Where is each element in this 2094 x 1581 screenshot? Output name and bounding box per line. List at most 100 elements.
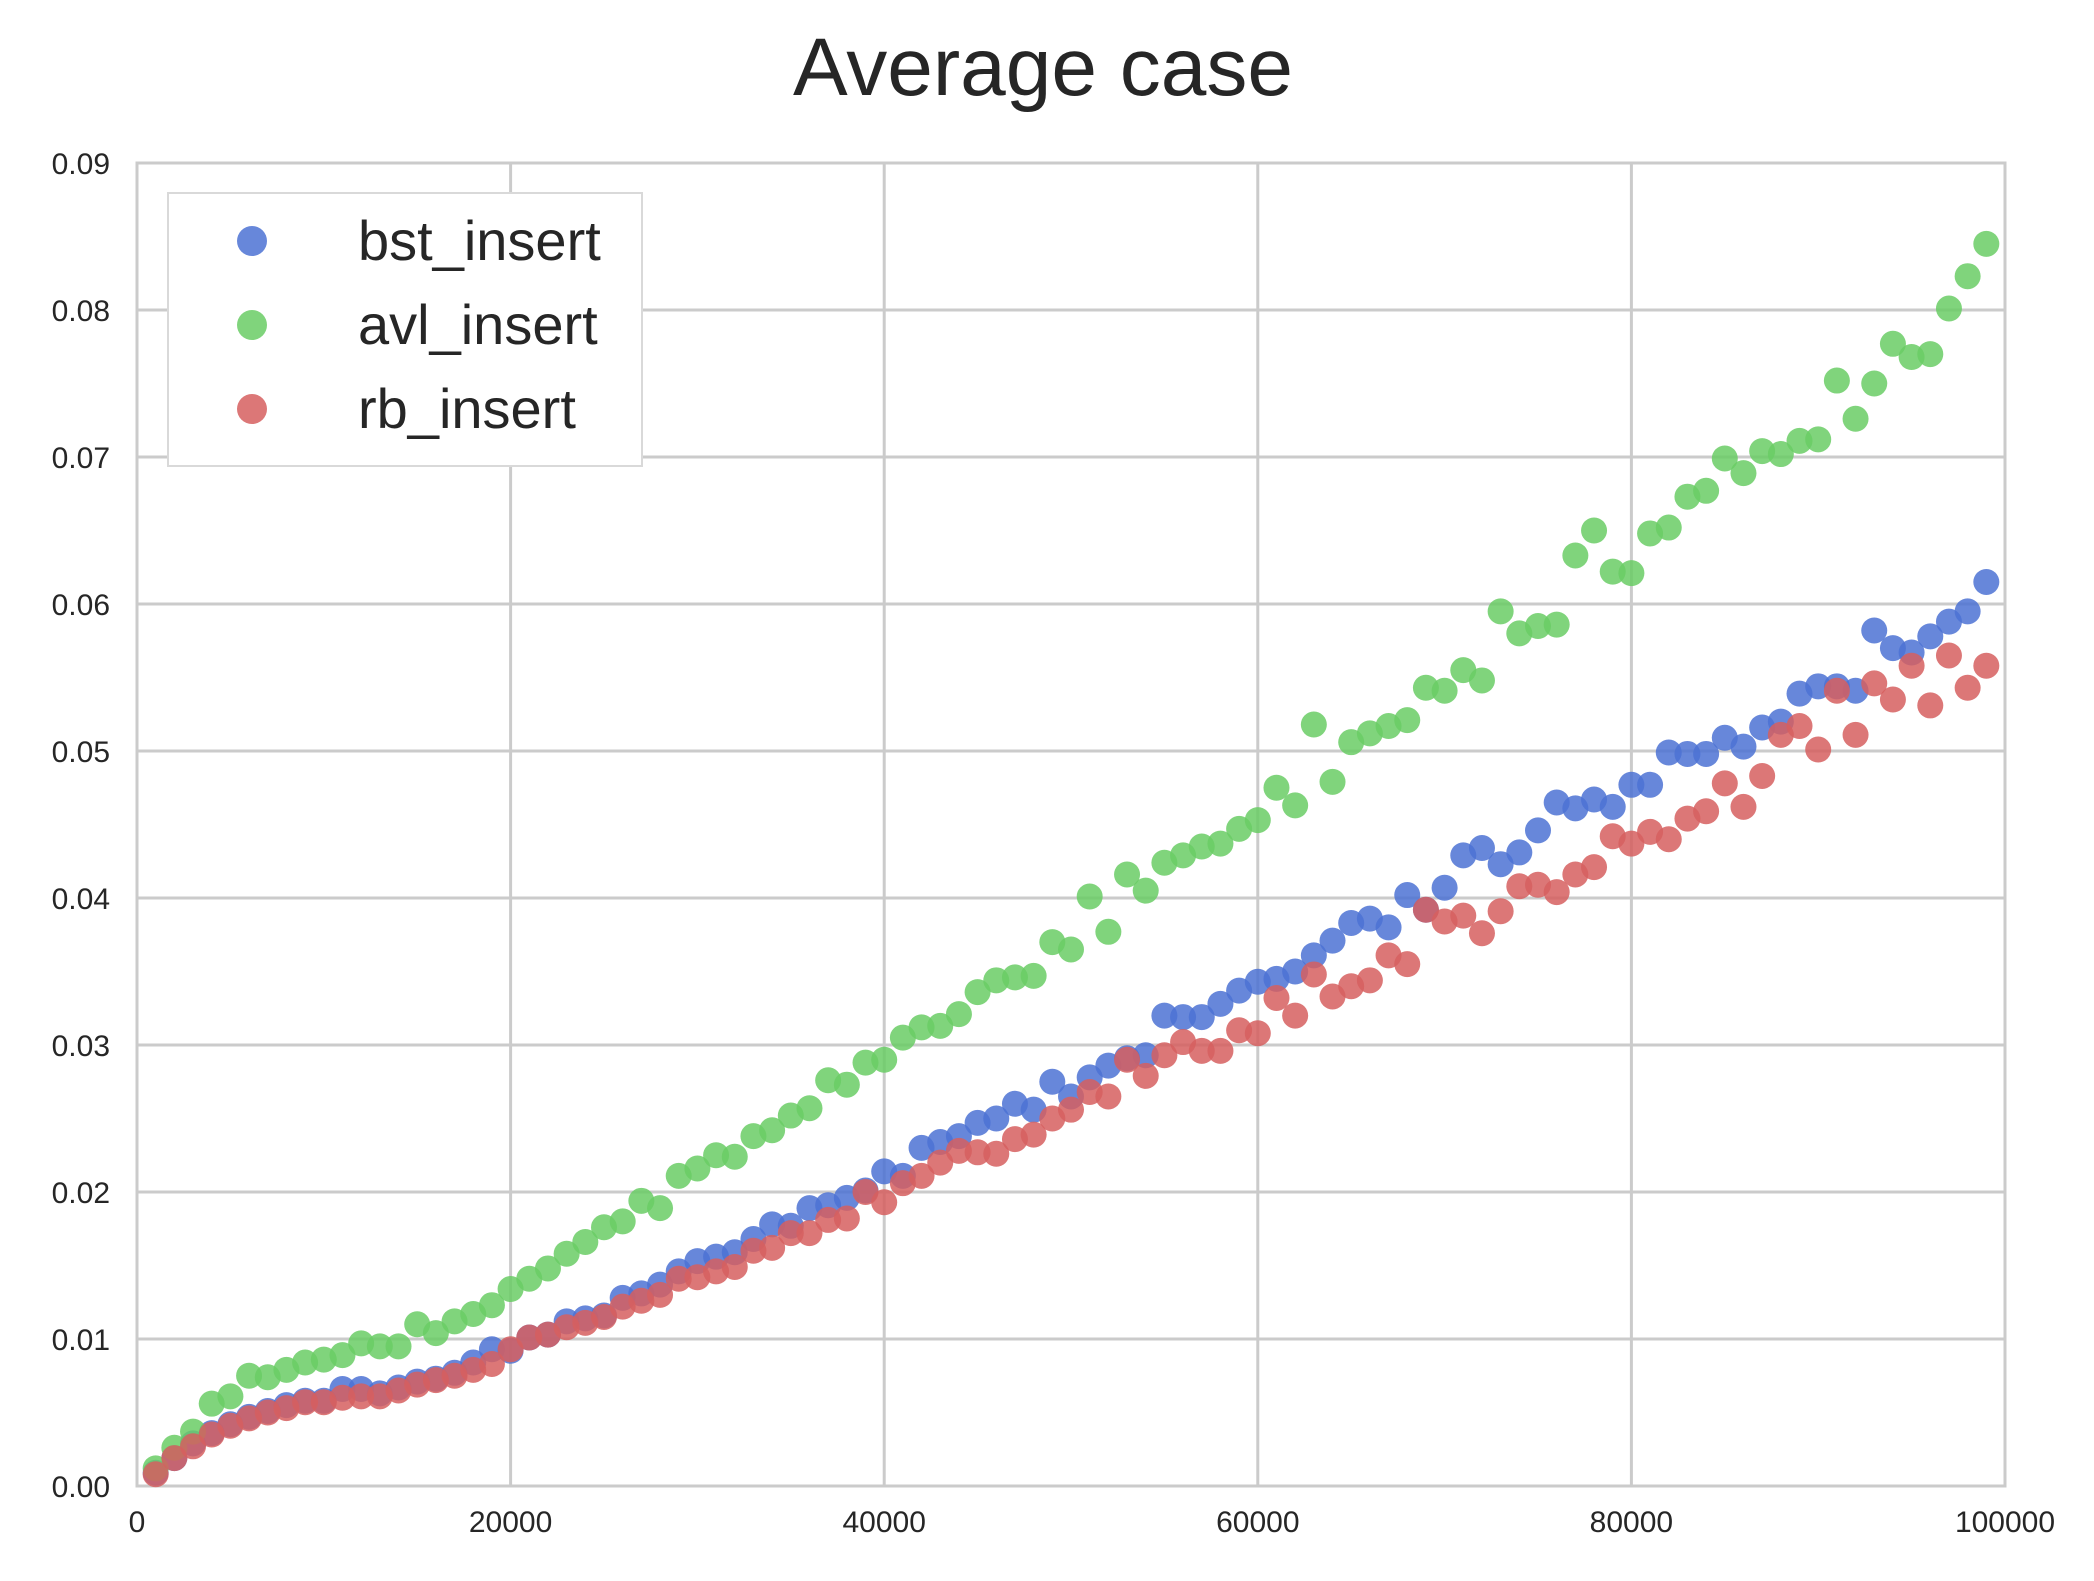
data-point [759,1117,786,1144]
data-point [759,1234,786,1261]
y-tick-label: 0.00 [52,1471,110,1504]
data-point [1581,854,1608,881]
data-point [1263,984,1290,1011]
data-point [1188,1037,1215,1064]
data-point [1020,962,1047,989]
x-tick-label: 60000 [1216,1506,1299,1539]
data-point [1786,427,1813,454]
data-point [1170,1004,1197,1031]
data-point [815,1206,842,1233]
data-point [945,1137,972,1164]
data-point [1879,330,1906,357]
data-point [1917,341,1944,368]
data-point [1151,1042,1178,1069]
data-point [1805,736,1832,763]
chart-title: Average case [793,22,1293,113]
data-point [1039,1068,1066,1095]
data-point [1300,942,1327,969]
data-point [1319,768,1346,795]
data-point [1450,902,1477,929]
data-point [1823,367,1850,394]
legend-marker [237,226,267,256]
x-axis: 0 20000 40000 60000 80000 100000 [129,1506,2055,1539]
data-point [1711,770,1738,797]
data-point [1973,652,2000,679]
data-point [1935,642,1962,669]
data-point [1749,762,1776,789]
data-point [1786,713,1813,740]
data-point [348,1383,375,1410]
data-point [1879,686,1906,713]
data-point [647,1195,674,1222]
data-point [983,1140,1010,1167]
y-tick-label: 0.01 [52,1324,110,1357]
data-point [553,1240,580,1267]
data-point [217,1383,244,1410]
data-point [1114,1046,1141,1073]
x-tick-label: 80000 [1590,1506,1673,1539]
data-point [497,1336,524,1363]
data-point [833,1071,860,1098]
data-point [908,1014,935,1041]
data-point [1244,807,1271,834]
data-point [721,1143,748,1170]
legend-label: rb_insert [358,377,576,440]
data-point [684,1155,711,1182]
legend-label: bst_insert [358,209,601,272]
data-point [721,1253,748,1280]
data-point [1655,826,1682,853]
data-point [1020,1121,1047,1148]
data-point [1637,771,1664,798]
data-point [1973,568,2000,595]
data-point [1861,617,1888,644]
data-point [796,1095,823,1122]
data-point [1861,670,1888,697]
data-point [1861,370,1888,397]
data-point [647,1281,674,1308]
data-point [1823,677,1850,704]
data-points [142,230,2000,1488]
data-point [1954,674,1981,701]
data-point [1506,839,1533,866]
data-point [1263,774,1290,801]
data-point [1356,967,1383,994]
data-point [1618,830,1645,857]
data-point [1300,961,1327,988]
data-point [1132,1062,1159,1089]
data-point [927,1012,954,1039]
data-point [1188,1004,1215,1031]
data-point [1431,677,1458,704]
data-point [1394,951,1421,978]
y-axis: 0.00 0.01 0.02 0.03 0.04 0.05 0.06 0.07 0.08 0.09 [52,148,110,1504]
data-point [1468,920,1495,947]
data-point [1506,873,1533,900]
data-point [1730,793,1757,820]
series-bst-insert [142,568,2000,1486]
data-point [478,1350,505,1377]
data-point [964,979,991,1006]
data-point [1935,295,1962,322]
data-point [796,1220,823,1247]
data-point [1842,721,1869,748]
data-point [1655,739,1682,766]
data-point [665,1265,692,1292]
data-point [1730,460,1757,487]
data-point [1898,652,1925,679]
data-point [1487,598,1514,625]
data-point [1207,990,1234,1017]
data-point [1468,667,1495,694]
data-point [1058,936,1084,963]
y-tick-label: 0.09 [52,148,110,181]
data-point [329,1384,356,1411]
data-point [777,1220,804,1247]
series-rb-insert [142,642,2000,1488]
data-point [1767,441,1794,468]
data-point [1655,514,1682,541]
legend-label: avl_insert [358,293,598,356]
y-tick-label: 0.05 [52,736,110,769]
y-tick-label: 0.04 [52,883,110,916]
data-point [1114,861,1141,888]
data-point [1468,835,1495,862]
data-point [292,1389,319,1416]
